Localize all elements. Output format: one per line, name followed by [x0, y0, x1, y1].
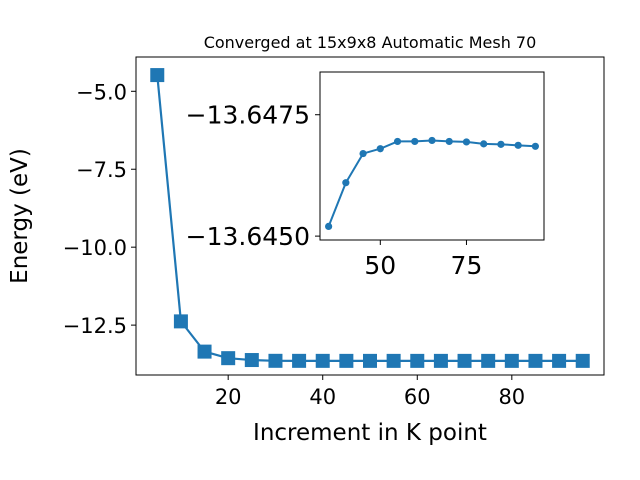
y-tick-label: −10.0 [63, 236, 127, 260]
y-tick-label: −12.5 [63, 314, 127, 338]
main-plot-frame [135, 56, 605, 376]
inset-data-point [514, 141, 522, 149]
inset-data-point [428, 136, 436, 145]
data-point-square [292, 353, 307, 368]
x-tick-label: 20 [215, 385, 242, 409]
inset-y-ticks: −13.6475 −13.6450 [186, 101, 320, 251]
inset-x-tick-label: 75 [451, 251, 483, 280]
data-point-square [363, 353, 377, 368]
inset-data-point [497, 140, 505, 148]
inset-data-point [325, 222, 333, 231]
inset-y-tick-label: −13.6475 [186, 101, 310, 130]
inset-data-point [342, 179, 350, 187]
data-point-square [433, 353, 448, 368]
chart-title: Converged at 15x9x8 Automatic Mesh 70 [204, 33, 537, 52]
inset-plot-frame [319, 71, 545, 241]
main-x-ticks: 20 40 60 80 [215, 375, 525, 409]
data-point-square [197, 344, 212, 359]
data-point-square [457, 353, 472, 368]
data-point-square [481, 353, 496, 368]
inset-y-tick-label: −13.6450 [186, 222, 310, 251]
inset-x-tick-label: 50 [364, 251, 396, 280]
inset-data-point [462, 138, 471, 146]
data-point-square [528, 353, 543, 368]
y-tick-label: −5.0 [76, 80, 127, 104]
x-tick-label: 40 [309, 385, 336, 409]
inset-x-ticks: 50 75 [364, 240, 482, 280]
inset-data-point [531, 142, 539, 150]
data-point-square [552, 353, 567, 368]
main-series [150, 68, 590, 368]
data-point-square [221, 351, 236, 366]
y-tick-label: −7.5 [76, 158, 127, 182]
inset-series [325, 136, 539, 231]
data-point-square [150, 68, 165, 83]
inset-data-point [445, 137, 453, 146]
data-point-square [410, 353, 425, 368]
x-tick-label: 80 [498, 385, 525, 409]
inset-data-point [359, 149, 367, 158]
inset-data-point [411, 137, 419, 146]
inset-data-point [480, 140, 488, 148]
main-y-ticks: −5.0 −7.5 −10.0 −12.5 [63, 80, 136, 338]
data-point-square [504, 353, 519, 368]
x-axis-label: Increment in K point [253, 420, 487, 446]
inset-data-point [393, 137, 402, 146]
data-point-square [244, 353, 259, 368]
data-point-square [315, 353, 330, 368]
inset-plot-background [320, 72, 544, 240]
data-point-square [339, 353, 354, 368]
y-axis-label: Energy (eV) [7, 148, 33, 284]
x-tick-label: 60 [404, 385, 431, 409]
inset-data-point [376, 145, 384, 153]
data-point-square [268, 353, 283, 368]
data-point-square [173, 314, 188, 329]
data-point-square [386, 353, 401, 368]
data-point-square [575, 353, 590, 368]
